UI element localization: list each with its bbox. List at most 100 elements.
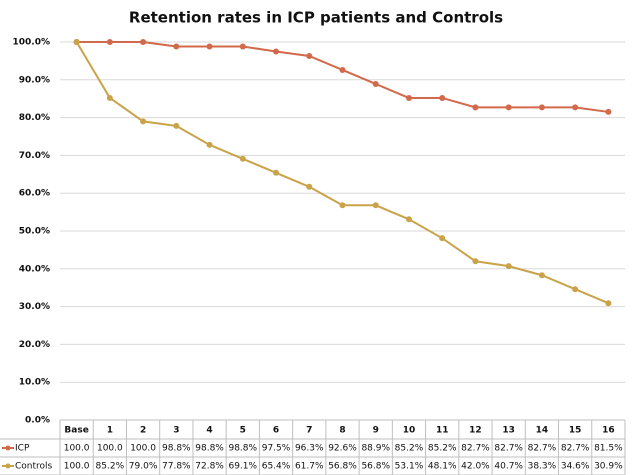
x-tick-label: 10 [403, 426, 416, 436]
y-tick-label: 30.0% [19, 302, 50, 312]
data-point [206, 43, 213, 50]
table-value: 96.3% [295, 444, 324, 454]
data-point [405, 216, 412, 223]
table-value: 98.8% [228, 444, 257, 454]
x-tick-label: 4 [206, 426, 212, 436]
table-value: 100.0 [97, 444, 123, 454]
y-tick-label: 10.0% [19, 378, 50, 388]
table-value: 53.1% [395, 462, 424, 472]
x-tick-label: 11 [436, 426, 449, 436]
y-tick-label: 20.0% [19, 340, 50, 350]
table-value: 85.2% [96, 462, 125, 472]
table-value: 81.5% [594, 444, 623, 454]
table-value: 88.9% [361, 444, 390, 454]
table-value: 100.0 [64, 462, 90, 472]
table-value: 34.6% [561, 462, 590, 472]
table-value: 77.8% [162, 462, 191, 472]
data-point [140, 39, 147, 45]
y-tick-label: 0.0% [25, 416, 50, 426]
x-tick-label: Base [64, 426, 88, 436]
y-tick-label: 50.0% [19, 227, 50, 237]
table-value: 65.4% [262, 462, 291, 472]
table-value: 69.1% [228, 462, 257, 472]
data-point [306, 52, 313, 59]
data-point [372, 202, 379, 209]
table-value: 61.7% [295, 462, 324, 472]
table-value: 79.0% [129, 462, 158, 472]
table-value: 98.8% [162, 444, 191, 454]
legend-label: ICP [15, 444, 30, 454]
table-value: 82.7% [494, 444, 523, 454]
x-tick-label: 7 [306, 426, 312, 436]
data-point [106, 39, 113, 45]
data-point [472, 104, 479, 111]
x-tick-label: 12 [469, 426, 482, 436]
x-tick-label: 8 [339, 426, 345, 436]
data-point [339, 66, 346, 73]
data-point [372, 80, 379, 87]
table-value: 56.8% [328, 462, 357, 472]
data-point [273, 48, 280, 55]
data-point [538, 104, 545, 111]
data-point [605, 108, 612, 115]
data-point [173, 43, 180, 50]
legend-marker [5, 445, 11, 451]
data-point [505, 263, 512, 270]
data-point [505, 104, 512, 111]
data-point [73, 39, 80, 45]
y-tick-label: 70.0% [19, 151, 50, 161]
series-line [75, 41, 609, 305]
data-point [439, 94, 446, 101]
data-point [572, 286, 579, 293]
data-point [239, 155, 246, 162]
y-tick-label: 60.0% [19, 189, 50, 199]
table-value: 48.1% [428, 462, 457, 472]
data-point [239, 43, 246, 50]
series-line [76, 41, 609, 113]
x-tick-label: 5 [240, 426, 246, 436]
y-tick-label: 40.0% [19, 264, 50, 274]
x-tick-label: 3 [173, 426, 179, 436]
data-point [605, 300, 612, 307]
data-point [140, 118, 147, 125]
data-point [339, 202, 346, 209]
table-value: 100.0 [130, 444, 156, 454]
table-value: 40.7% [494, 462, 523, 472]
table-value: 30.9% [594, 462, 623, 472]
table-value: 100.0 [64, 444, 90, 454]
table-value: 82.7% [528, 444, 557, 454]
x-tick-label: 9 [373, 426, 379, 436]
y-tick-label: 90.0% [19, 75, 50, 85]
table-value: 38.3% [528, 462, 557, 472]
data-point [472, 258, 479, 265]
data-point [106, 94, 113, 101]
x-tick-label: 16 [602, 426, 615, 436]
y-tick-label: 80.0% [19, 113, 50, 123]
table-value: 92.6% [328, 444, 357, 454]
x-tick-label: 15 [569, 426, 582, 436]
data-point [439, 235, 446, 242]
table-value: 98.8% [195, 444, 224, 454]
x-tick-label: 14 [536, 426, 549, 436]
legend-label: Controls [15, 462, 53, 472]
legend-marker [5, 463, 11, 469]
data-point [538, 272, 545, 279]
table-value: 85.2% [428, 444, 457, 454]
table-value: 85.2% [395, 444, 424, 454]
table-value: 97.5% [262, 444, 291, 454]
table-value: 72.8% [195, 462, 224, 472]
data-point [173, 122, 180, 129]
x-tick-label: 2 [140, 426, 146, 436]
data-point [306, 183, 313, 190]
data-point [273, 169, 280, 176]
data-point [572, 104, 579, 111]
y-tick-label: 100.0% [13, 38, 51, 48]
chart-title: Retention rates in ICP patients and Cont… [129, 9, 503, 27]
table-value: 56.8% [361, 462, 390, 472]
x-tick-label: 1 [107, 426, 113, 436]
data-point [405, 94, 412, 101]
table-value: 42.0% [461, 462, 490, 472]
x-tick-label: 13 [502, 426, 515, 436]
x-tick-label: 6 [273, 426, 279, 436]
